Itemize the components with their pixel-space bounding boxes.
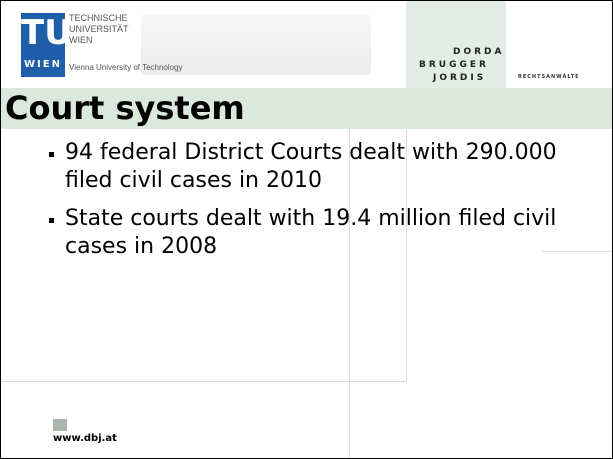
firm-name: JORDIS — [433, 72, 486, 85]
logo-subtitle: Vienna University of Technology — [69, 62, 183, 73]
bullet: State courts dealt with 19.4 million fil… — [49, 205, 589, 261]
logo-text: WIEN — [69, 35, 93, 46]
bullet-list: 94 federal District Courts dealt with 29… — [49, 139, 589, 271]
footer-url: www.dbj.at — [53, 433, 117, 444]
bullet: 94 federal District Courts dealt with 29… — [49, 139, 589, 195]
firm-name: BRUGGER — [419, 59, 489, 72]
slide: TU WIEN TECHNISCHE UNIVERSITÄT WIEN Vien… — [0, 0, 613, 459]
slide-title: Court system — [5, 88, 245, 129]
firm-name: DORDA — [453, 46, 505, 59]
firm-suffix: RECHTSANWÄLTE — [518, 74, 580, 80]
logo-mark: TU — [21, 13, 65, 53]
logo-text: UNIVERSITÄT — [69, 24, 129, 35]
guide-line — [1, 381, 406, 382]
logo-text: TECHNISCHE — [69, 13, 128, 24]
footer-mark — [53, 419, 67, 431]
logo-city: WIEN — [23, 59, 63, 73]
